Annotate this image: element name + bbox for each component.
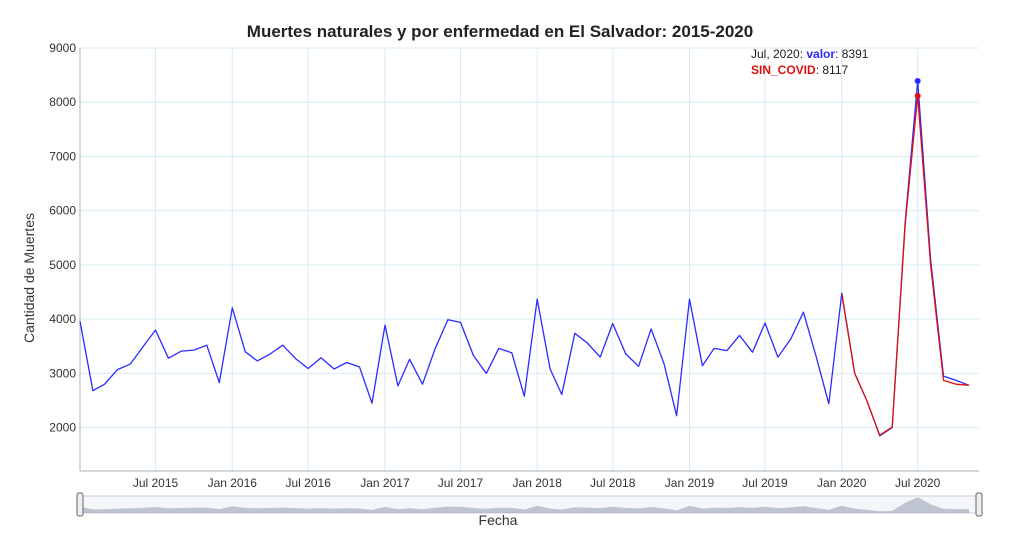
y-tick-label: 7000 [49,149,76,163]
x-axis-title: Fecha [479,512,518,528]
range-slider-left-handle[interactable] [76,492,84,517]
y-axis-title: Cantidad de Muertes [21,213,37,343]
y-tick-label: 3000 [49,366,76,380]
tooltip-value: : 8117 [816,63,849,77]
x-tick-label: Jan 2020 [817,476,867,490]
y-tick-label: 8000 [49,95,76,109]
series-line-valor [79,80,970,437]
x-tick-label: Jul 2020 [895,476,941,490]
x-tick-label: Jan 2016 [208,476,258,490]
tooltip-series-name: valor [806,47,835,61]
series-line-sin_covid [841,95,970,436]
axes: 2000 3000 4000 5000 6000 7000 8000 9000 Jul 2015… [49,41,979,490]
tooltip-series-name: SIN_COVID [751,63,816,77]
range-slider[interactable] [76,492,983,517]
x-tick-label: Jan 2018 [513,476,563,490]
x-tick-label: Jan 2019 [665,476,715,490]
x-tick-label: Jul 2018 [590,476,636,490]
y-tick-label: 9000 [49,41,76,55]
hover-point-sin_covid [914,92,921,99]
tooltip-line-sin-covid: SIN_COVID: 8117 [751,63,848,77]
grid [80,47,979,471]
y-tick-label: 6000 [49,204,76,218]
range-slider-right-handle[interactable] [975,492,983,517]
y-tick-label: 4000 [49,312,76,326]
hover-point-valor [914,78,921,85]
hover-tooltip: Jul, 2020: valor: 8391 SIN_COVID: 8117 [751,47,921,99]
x-tick-label: Jan 2017 [360,476,410,490]
x-tick-label: Jul 2016 [286,476,332,490]
series-group [79,80,970,437]
tooltip-date: Jul, 2020: [751,47,806,61]
range-slider-preview [80,497,969,513]
chart-title: Muertes naturales y por enfermedad en El… [247,22,753,41]
tooltip-value: : 8391 [835,47,869,61]
y-tick-label: 2000 [49,421,76,435]
x-tick-label: Jul 2017 [438,476,484,490]
tooltip-line-valor: Jul, 2020: valor: 8391 [751,47,869,61]
x-tick-label: Jul 2019 [742,476,788,490]
y-tick-label: 5000 [49,258,76,272]
x-tick-label: Jul 2015 [133,476,179,490]
